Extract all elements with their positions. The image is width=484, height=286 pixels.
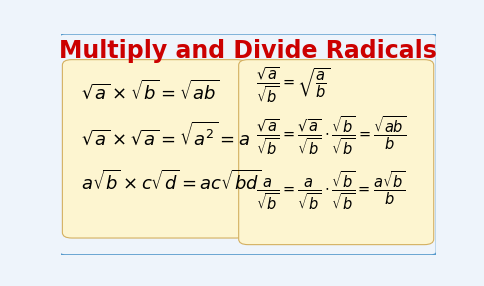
Text: $a\sqrt{b} \times c\sqrt{d} = ac\sqrt{bd}$: $a\sqrt{b} \times c\sqrt{d} = ac\sqrt{bd… [81,170,261,194]
Text: $\sqrt{a} \times \sqrt{b} = \sqrt{ab}$: $\sqrt{a} \times \sqrt{b} = \sqrt{ab}$ [81,80,219,103]
Text: Multiply and Divide Radicals: Multiply and Divide Radicals [59,39,437,63]
Text: $\dfrac{a}{\sqrt{b}} = \dfrac{a}{\sqrt{b}} \cdot \dfrac{\sqrt{b}}{\sqrt{b}} = \d: $\dfrac{a}{\sqrt{b}} = \dfrac{a}{\sqrt{b… [256,170,406,212]
Text: $\dfrac{\sqrt{a}}{\sqrt{b}} = \dfrac{\sqrt{a}}{\sqrt{b}} \cdot \dfrac{\sqrt{b}}{: $\dfrac{\sqrt{a}}{\sqrt{b}} = \dfrac{\sq… [256,114,406,157]
FancyBboxPatch shape [62,60,246,238]
FancyBboxPatch shape [239,60,434,245]
Text: $\dfrac{\sqrt{a}}{\sqrt{b}} = \sqrt{\dfrac{a}{b}}$: $\dfrac{\sqrt{a}}{\sqrt{b}} = \sqrt{\dfr… [256,65,330,105]
FancyBboxPatch shape [60,34,437,255]
Text: $\sqrt{a} \times \sqrt{a} = \sqrt{a^2} = a$: $\sqrt{a} \times \sqrt{a} = \sqrt{a^2} =… [81,122,250,149]
